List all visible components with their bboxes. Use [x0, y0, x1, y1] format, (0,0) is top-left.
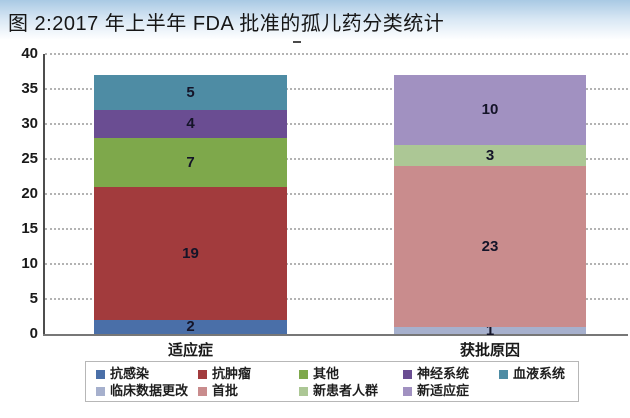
gridline [45, 193, 628, 195]
y-tick-label: 10 [21, 255, 38, 272]
legend-item: 神经系统 [403, 367, 469, 381]
legend-swatch [403, 386, 412, 396]
bar-segment [94, 75, 287, 110]
bar-segment [94, 138, 287, 187]
bar-segment [94, 320, 287, 334]
legend-swatch [198, 386, 207, 396]
dash-mark [293, 41, 301, 43]
y-tick-label: 15 [21, 220, 38, 237]
bar-segment [394, 75, 586, 145]
legend-box: 抗感染 抗肿瘤 其他 神经系统 血液系统临床数据更改 首批 新患者人群 新适应症 [85, 361, 579, 402]
y-tick-label: 35 [21, 80, 38, 97]
x-category-label: 获批原因 [459, 342, 520, 359]
x-category-label: 适应症 [167, 342, 213, 359]
legend-item: 血液系统 [499, 367, 565, 381]
legend-item: 抗感染 [96, 367, 149, 381]
gridline [45, 228, 628, 230]
legend-item-label: 神经系统 [417, 366, 470, 381]
segment-value-label: 23 [481, 237, 499, 255]
bar-segment [94, 110, 287, 138]
legend-swatch [499, 369, 508, 379]
segment-value-label: 1 [485, 321, 495, 339]
bar-segment [394, 327, 586, 334]
gridline [45, 158, 628, 160]
gridline [45, 53, 628, 55]
legend-swatch [198, 369, 207, 379]
legend-item: 首批 [198, 384, 238, 398]
x-axis-line [43, 334, 628, 336]
legend-swatch [96, 386, 105, 396]
legend-swatch [299, 386, 308, 396]
legend-item-label: 其他 [313, 366, 340, 381]
gridline [45, 298, 628, 300]
legend-item-label: 抗肿瘤 [212, 366, 252, 381]
segment-value-label: 19 [182, 244, 199, 262]
legend-item-label: 临床数据更改 [110, 383, 189, 398]
gridline [45, 88, 628, 90]
segment-value-label: 10 [481, 101, 499, 118]
segment-value-label: 3 [485, 146, 495, 164]
y-tick-label: 0 [29, 325, 38, 342]
legend-item-label: 新适应症 [417, 383, 470, 398]
legend-swatch [96, 369, 105, 379]
title-bar: 图 2:2017 年上半年 FDA 批准的孤儿药分类统计 [0, 0, 630, 42]
y-tick-label: 20 [21, 185, 38, 202]
segment-value-label: 4 [186, 115, 195, 132]
y-tick-label: 5 [29, 290, 38, 307]
legend-item: 临床数据更改 [96, 384, 188, 398]
legend-item-label: 新患者人群 [313, 383, 379, 398]
legend-swatch [299, 369, 308, 379]
legend-item: 新适应症 [403, 384, 469, 398]
gridline [45, 123, 628, 125]
chart-title: 图 2:2017 年上半年 FDA 批准的孤儿药分类统计 [8, 13, 445, 35]
legend-item: 其他 [299, 367, 339, 381]
y-tick-label: 30 [21, 115, 38, 132]
y-axis-line [43, 54, 45, 334]
legend-item: 抗肿瘤 [198, 367, 251, 381]
legend-item-label: 血液系统 [513, 366, 566, 381]
bar-segment [394, 145, 586, 166]
legend-swatch [403, 369, 412, 379]
y-tick-label: 40 [21, 45, 38, 62]
bar-segment [394, 166, 586, 327]
segment-value-label: 5 [186, 83, 195, 101]
segment-value-label: 2 [186, 318, 195, 335]
bar-segment [94, 187, 287, 320]
segment-value-label: 7 [186, 153, 195, 171]
legend-item-label: 首批 [212, 383, 239, 398]
gridline [45, 263, 628, 265]
legend-item: 新患者人群 [299, 384, 378, 398]
y-tick-label: 25 [21, 150, 38, 167]
legend-item-label: 抗感染 [110, 366, 150, 381]
